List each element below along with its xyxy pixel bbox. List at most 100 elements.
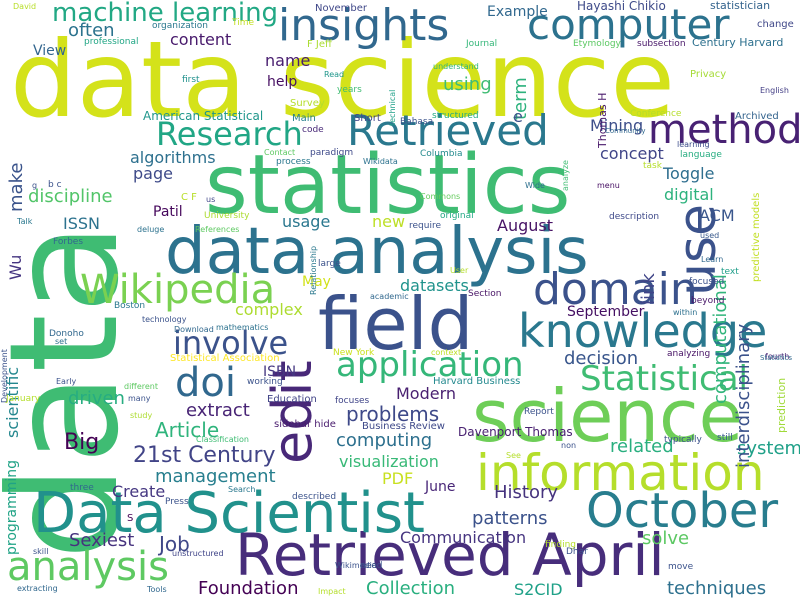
word-171: Donoho <box>49 329 84 339</box>
word-58: ACM <box>699 206 735 225</box>
word-65: new <box>372 212 406 231</box>
word-126: paradigm <box>310 148 354 158</box>
word-172: Boston <box>114 301 146 311</box>
word-113: November <box>315 3 368 14</box>
word-195: S <box>127 513 134 524</box>
word-15: Wikipedia <box>80 267 276 313</box>
word-64: usage <box>282 212 331 231</box>
word-184: unstructured <box>172 549 224 558</box>
word-62: complex <box>235 300 303 319</box>
word-189: need <box>360 561 383 571</box>
word-105: change <box>757 19 794 30</box>
word-145: within <box>673 308 698 317</box>
word-19: analysis <box>7 544 169 590</box>
word-79: Patil <box>153 204 183 220</box>
word-129: Contact <box>264 148 296 157</box>
word-92: Statistical Association <box>170 353 280 364</box>
word-88: American Statistical <box>143 109 264 123</box>
word-2: statistics <box>205 138 571 233</box>
word-177: Early <box>56 377 77 386</box>
word-109: F Jeff <box>307 39 332 50</box>
word-33: Big <box>64 430 100 455</box>
word-99: Thomas H <box>596 93 609 149</box>
word-69: Mining <box>590 116 644 135</box>
word-16: domain <box>533 264 698 315</box>
word-67: September <box>567 304 645 320</box>
word-54: discipline <box>28 186 113 207</box>
word-190: finding <box>545 540 577 550</box>
word-49: Communication <box>400 528 527 547</box>
word-91: Davenport Thomas <box>458 425 573 439</box>
word-141: Learn <box>701 255 724 264</box>
word-192: move <box>668 562 694 572</box>
word-111: organization <box>152 21 208 31</box>
word-101: Archived <box>735 111 779 122</box>
word-196: b c <box>48 180 62 190</box>
word-194: See <box>506 451 521 460</box>
word-80: Wu <box>6 254 25 280</box>
word-128: Columbia <box>420 149 463 159</box>
word-127: Wikidata <box>363 157 398 166</box>
word-29: visualization <box>339 452 439 471</box>
word-4: field <box>318 282 474 366</box>
word-56: Toggle <box>663 164 715 183</box>
word-186: Tools <box>147 585 167 594</box>
word-35: extract <box>186 400 250 421</box>
word-98: still <box>717 433 733 443</box>
word-6: Retrieved April <box>235 521 665 589</box>
word-110: professional <box>84 37 139 47</box>
word-13: Retrieved <box>347 106 549 155</box>
word-74: name <box>265 51 311 70</box>
word-102: language <box>680 150 722 160</box>
word-71: View <box>33 43 67 59</box>
word-59: computational <box>710 273 731 404</box>
word-134: Wide <box>525 181 545 190</box>
word-193: non <box>561 441 577 450</box>
word-61: datasets <box>400 276 469 295</box>
word-7: science <box>472 374 743 458</box>
word-121: understand <box>433 62 479 71</box>
word-199: Statistics <box>760 354 792 362</box>
word-116: Short <box>354 113 381 124</box>
word-3: data analysis <box>165 215 589 289</box>
word-122: structured <box>432 111 479 121</box>
word-20: application <box>336 345 524 385</box>
word-162: academic <box>370 292 409 301</box>
word-28: management <box>155 466 276 487</box>
word-85: Hayashi Chikio <box>577 0 666 13</box>
word-112: Time <box>232 18 255 28</box>
word-187: Impact <box>318 587 346 596</box>
word-181: three <box>70 483 94 493</box>
word-96: Report <box>524 407 554 417</box>
word-104: English <box>760 86 789 95</box>
word-164: working <box>247 377 283 387</box>
word-24: Research <box>156 115 303 153</box>
word-57: digital <box>664 185 714 204</box>
word-50: PDF <box>382 469 414 488</box>
word-31: problems <box>346 402 440 426</box>
word-179: Press <box>165 497 189 507</box>
word-142: text <box>721 267 739 277</box>
word-144: beyond <box>691 296 725 306</box>
word-130: process <box>276 157 311 167</box>
word-163: context <box>431 348 462 357</box>
word-40: patterns <box>472 508 548 529</box>
word-22: doi <box>175 360 236 406</box>
word-140: used <box>700 231 720 240</box>
word-76: using <box>443 74 492 95</box>
word-41: Create <box>112 482 166 501</box>
word-23: involve <box>173 324 289 362</box>
word-97: typically <box>664 435 702 445</box>
word-135: menu <box>597 181 620 190</box>
word-10: October <box>586 483 779 539</box>
word-25: machine learning <box>52 0 279 28</box>
word-42: Job <box>159 532 190 556</box>
word-27: History <box>494 482 559 503</box>
word-166: many <box>128 394 151 403</box>
word-11: insights <box>278 0 450 51</box>
word-188: Wikimedia <box>335 561 377 570</box>
word-191: Dhar <box>566 547 588 557</box>
word-117: Survey <box>290 98 325 109</box>
word-90: Business Review <box>362 421 445 432</box>
